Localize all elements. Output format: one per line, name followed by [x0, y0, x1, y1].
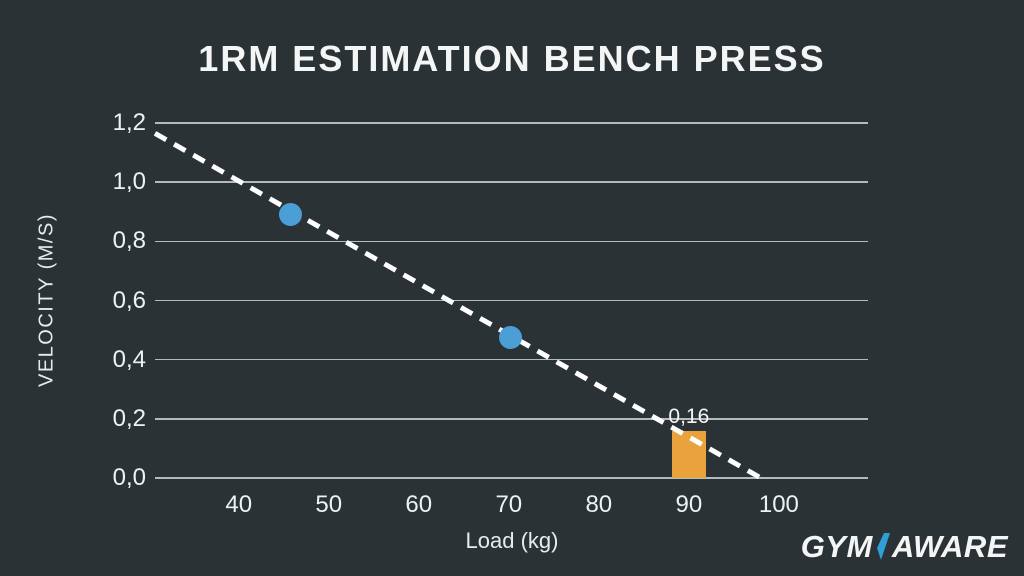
y-axis-title: VELOCITY (M/S) [35, 213, 58, 387]
y-tick-label: 0,0 [112, 464, 146, 491]
gridline [155, 418, 868, 420]
plot-area: 0,16 [153, 122, 868, 481]
x-tick-label: 100 [758, 491, 799, 518]
y-tick-label: 1,0 [112, 168, 146, 196]
gridline [155, 240, 868, 243]
data-point [279, 203, 303, 227]
x-tick-label: 40 [225, 491, 253, 518]
x-tick-label: 70 [495, 491, 523, 518]
logo-text-aware: AWARE [891, 529, 1008, 564]
y-tick-label: 1,2 [112, 109, 146, 136]
gridline [155, 181, 868, 183]
x-tick-label: 90 [675, 491, 703, 518]
estimate-bar [671, 430, 706, 478]
y-tick-label: 0,2 [112, 404, 146, 432]
logo-slash-icon [876, 533, 890, 560]
x-tick-label: 50 [315, 491, 343, 518]
chart-title: 1RM ESTIMATION BENCH PRESS [198, 38, 826, 79]
gridline [155, 122, 868, 124]
gridline [155, 299, 868, 302]
x-tick-label: 80 [585, 491, 613, 518]
gridline [155, 477, 868, 479]
y-tick-label: 0,8 [112, 227, 146, 255]
y-tick-label: 0,4 [112, 345, 146, 373]
x-tick-label: 60 [405, 491, 433, 518]
gridline [155, 358, 868, 361]
gymaware-logo: GYM AWARE [801, 529, 1008, 565]
data-point [499, 325, 523, 349]
logo-text-gym: GYM [800, 529, 873, 564]
y-tick-label: 0,6 [112, 286, 146, 314]
bar-value-label: 0,16 [668, 404, 710, 428]
x-axis-title: Load (kg) [465, 528, 559, 553]
